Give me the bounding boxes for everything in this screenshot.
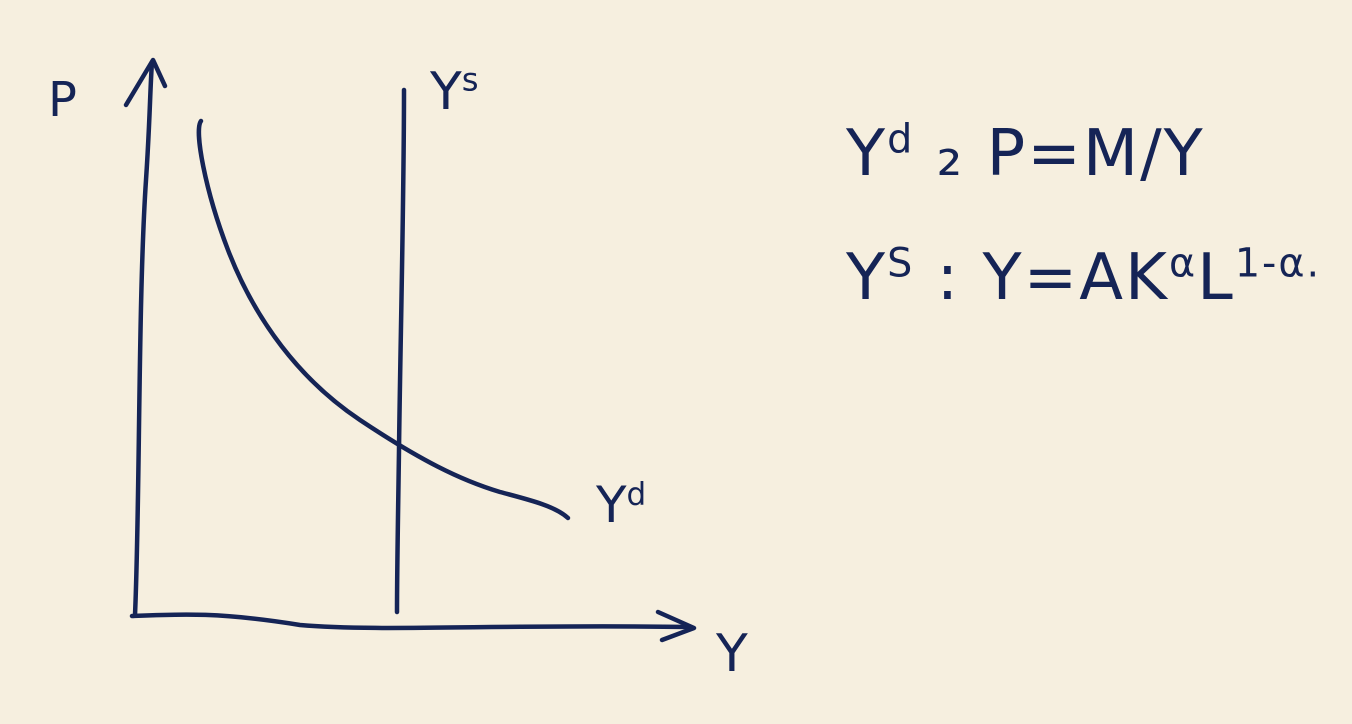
demand-equation: Yd ₂ P=M/Y [846, 116, 1205, 191]
price-axis [132, 59, 155, 618]
demand-curve-label: Yd [596, 476, 647, 534]
price-axis-label: P [48, 72, 77, 128]
output-axis-arrowhead [655, 609, 697, 643]
supply-curve-label: Ys [430, 60, 479, 122]
supply-equation: YS : Y=AKαL1-α. [846, 240, 1322, 315]
price-axis-arrowhead [123, 57, 168, 108]
supply-curve [394, 87, 407, 615]
output-axis [129, 612, 693, 631]
demand-curve [196, 118, 571, 521]
output-axis-label: Y [716, 624, 748, 684]
